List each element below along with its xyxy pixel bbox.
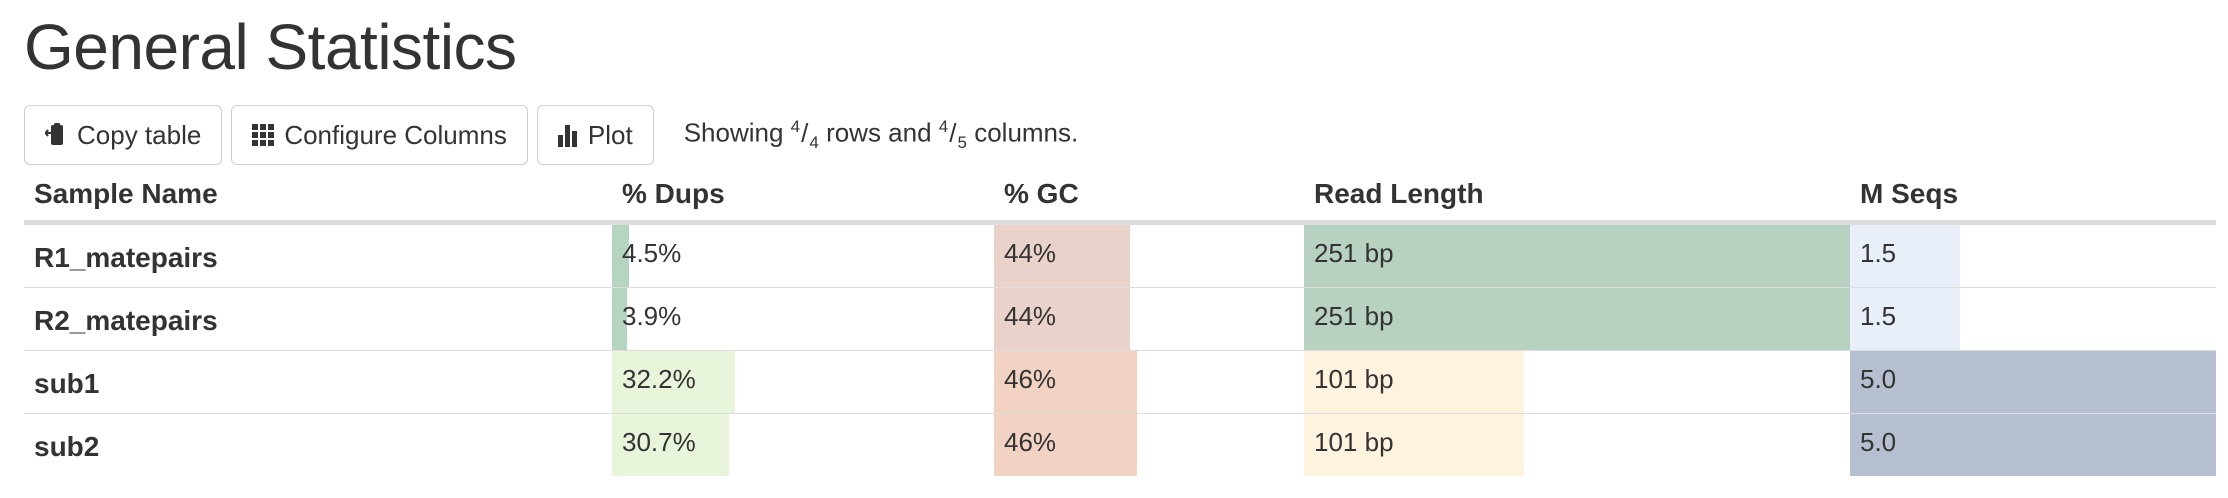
- read-length-bar: [1304, 351, 1524, 413]
- sample-name-cell: R2_matepairs: [34, 305, 218, 336]
- gc-cell: 44%: [994, 288, 1304, 350]
- m-seqs-bar: [1850, 351, 2216, 413]
- m-seqs-cell: 1.5: [1850, 288, 2216, 350]
- plot-button[interactable]: Plot: [536, 105, 654, 165]
- copy-table-label: Copy table: [77, 119, 202, 150]
- gc-cell: 44%: [994, 225, 1304, 287]
- dups-value: 3.9%: [622, 301, 682, 331]
- gc-value: 46%: [1004, 427, 1057, 457]
- read-length-cell: 251 bp: [1304, 288, 1854, 350]
- read-length-cell: 101 bp: [1304, 414, 1854, 476]
- sample-name-cell: R1_matepairs: [34, 242, 218, 273]
- table-row: R2_matepairs 3.9% 44% 251 bp 1.5: [24, 288, 2216, 351]
- clipboard-icon: [45, 123, 67, 147]
- read-length-value: 251 bp: [1314, 238, 1394, 268]
- sample-name-cell: sub1: [34, 368, 100, 399]
- gc-value: 44%: [1004, 301, 1057, 331]
- gc-cell: 46%: [994, 414, 1304, 476]
- header-dups[interactable]: % Dups: [622, 178, 725, 209]
- m-seqs-value: 5.0: [1860, 427, 1897, 457]
- grid-icon: [252, 124, 275, 146]
- gc-value: 46%: [1004, 364, 1057, 394]
- m-seqs-cell: 5.0: [1850, 414, 2216, 476]
- dups-bar: [612, 288, 627, 350]
- m-seqs-cell: 5.0: [1850, 351, 2216, 413]
- read-length-bar: [1304, 288, 1854, 350]
- m-seqs-value: 1.5: [1860, 238, 1897, 268]
- page-title: General Statistics: [24, 11, 517, 83]
- dups-value: 32.2%: [622, 364, 696, 394]
- read-length-value: 101 bp: [1314, 364, 1394, 394]
- dups-bar: [612, 351, 735, 413]
- dups-cell: 30.7%: [612, 414, 994, 476]
- m-seqs-value: 1.5: [1860, 301, 1897, 331]
- m-seqs-bar: [1850, 288, 1960, 350]
- header-m-seqs[interactable]: M Seqs: [1860, 178, 1959, 209]
- read-length-bar: [1304, 414, 1524, 476]
- gc-value: 44%: [1004, 238, 1057, 268]
- m-seqs-cell: 1.5: [1850, 225, 2216, 287]
- gc-bar: [994, 288, 1131, 350]
- general-statistics-table: Sample Name % Dups % GC Read Length M Se…: [24, 170, 2216, 476]
- m-seqs-bar: [1850, 414, 2216, 476]
- m-seqs-bar: [1850, 225, 1960, 287]
- read-length-bar: [1304, 225, 1854, 287]
- gc-cell: 46%: [994, 351, 1304, 413]
- header-gc[interactable]: % GC: [1004, 178, 1079, 209]
- table-row: R1_matepairs 4.5% 44% 251 bp 1.5: [24, 225, 2216, 288]
- copy-table-button[interactable]: Copy table: [24, 105, 223, 165]
- read-length-value: 251 bp: [1314, 301, 1394, 331]
- header-read-length[interactable]: Read Length: [1314, 178, 1484, 209]
- dups-value: 30.7%: [622, 427, 696, 457]
- dups-cell: 3.9%: [612, 288, 994, 350]
- gc-bar: [994, 225, 1131, 287]
- plot-label: Plot: [587, 119, 633, 150]
- gc-bar: [994, 351, 1137, 413]
- read-length-cell: 251 bp: [1304, 225, 1854, 287]
- dups-bar: [612, 225, 630, 287]
- table-header: Sample Name % Dups % GC Read Length M Se…: [24, 170, 2216, 225]
- read-length-cell: 101 bp: [1304, 351, 1854, 413]
- table-info-text: Showing 4/4 rows and 4/5 columns.: [683, 117, 1079, 152]
- dups-cell: 32.2%: [612, 351, 994, 413]
- configure-columns-button[interactable]: Configure Columns: [231, 105, 528, 165]
- toolbar: Copy table Configure Columns Plot Showin…: [24, 105, 1078, 165]
- configure-columns-label: Configure Columns: [284, 119, 507, 150]
- sample-name-cell: sub2: [34, 431, 100, 462]
- table-row: sub1 32.2% 46% 101 bp 5.0: [24, 351, 2216, 414]
- m-seqs-value: 5.0: [1860, 364, 1897, 394]
- dups-cell: 4.5%: [612, 225, 994, 287]
- bar-chart-icon: [557, 123, 578, 147]
- dups-bar: [612, 414, 730, 476]
- table-body: R1_matepairs 4.5% 44% 251 bp 1.5 R2_matepairs…: [24, 225, 2216, 476]
- header-sample-name[interactable]: Sample Name: [34, 178, 218, 209]
- table-row: sub2 30.7% 46% 101 bp 5.0: [24, 414, 2216, 476]
- dups-value: 4.5%: [622, 238, 682, 268]
- gc-bar: [994, 414, 1137, 476]
- read-length-value: 101 bp: [1314, 427, 1394, 457]
